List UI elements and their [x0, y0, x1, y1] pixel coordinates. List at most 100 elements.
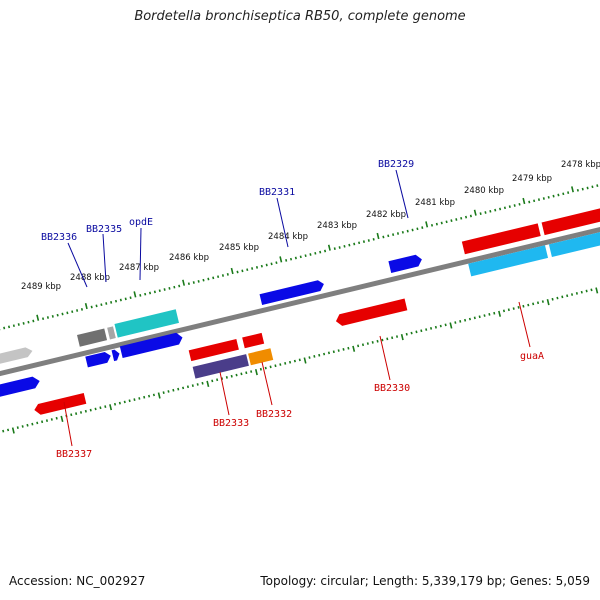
minor-tick: [84, 409, 87, 413]
minor-tick: [358, 241, 361, 245]
gene-cyan-right-1[interactable]: [468, 245, 549, 277]
minor-tick: [430, 223, 434, 227]
gene-label-bb2336[interactable]: BB2336: [41, 232, 77, 243]
scale-label: 2486 kbp: [169, 253, 209, 263]
minor-tick: [337, 349, 340, 352]
gene-label-bb2330[interactable]: BB2330: [374, 383, 410, 394]
minor-tick: [55, 416, 58, 420]
gene-label-guaa[interactable]: guaA: [520, 351, 544, 362]
minor-tick: [435, 222, 438, 226]
minor-tick: [468, 317, 472, 321]
minor-tick: [434, 325, 437, 329]
minor-tick: [36, 421, 39, 425]
scale-label: 2483 kbp: [317, 221, 357, 231]
minor-tick: [586, 186, 589, 190]
minor-tick: [17, 323, 20, 326]
minor-tick: [455, 218, 458, 221]
major-tick: [546, 299, 550, 306]
minor-tick: [319, 250, 322, 254]
minor-tick: [518, 202, 521, 206]
gene-bb2329[interactable]: [388, 254, 423, 273]
minor-tick: [61, 312, 64, 316]
gene-grey-left[interactable]: [0, 346, 34, 370]
gene-blue-left[interactable]: [0, 375, 41, 401]
gene-bb2333[interactable]: [192, 354, 249, 379]
major-tick: [157, 392, 161, 399]
gene-red-lower-mid[interactable]: [188, 338, 239, 362]
gene-label-bb2332[interactable]: BB2332: [256, 409, 292, 420]
minor-tick: [79, 411, 83, 414]
minor-tick: [353, 242, 356, 246]
minor-tick: [16, 426, 19, 429]
minor-tick: [410, 331, 413, 335]
minor-tick: [192, 281, 195, 284]
minor-tick: [522, 304, 525, 308]
gene-bb2332[interactable]: [248, 348, 274, 366]
minor-tick: [396, 232, 400, 235]
gene-blue-mid[interactable]: [119, 332, 184, 359]
minor-tick: [332, 350, 335, 354]
minor-tick: [196, 383, 199, 386]
minor-tick: [139, 293, 142, 297]
minor-tick: [533, 199, 536, 203]
gene-label-bb2331[interactable]: BB2331: [259, 187, 295, 198]
minor-tick: [551, 297, 554, 301]
minor-tick: [221, 274, 225, 277]
gene-red-upper-2[interactable]: [541, 206, 600, 236]
minor-tick: [148, 291, 152, 295]
minor-tick: [217, 275, 220, 279]
minor-tick: [499, 207, 502, 211]
gene-label-bb2329[interactable]: BB2329: [378, 159, 414, 170]
major-tick: [11, 427, 15, 434]
minor-tick: [357, 344, 360, 348]
gene-label-bb2337[interactable]: BB2337: [56, 449, 92, 460]
minor-tick: [80, 308, 84, 311]
minor-tick: [488, 313, 491, 316]
scale-label: 2478 kbp: [561, 160, 600, 170]
minor-tick: [348, 243, 351, 247]
minor-tick: [294, 256, 297, 260]
gene-blue-small-2[interactable]: [111, 349, 121, 362]
minor-tick: [260, 264, 263, 268]
minor-tick: [484, 211, 487, 214]
gene-label-bb2333[interactable]: BB2333: [213, 418, 249, 429]
minor-tick: [464, 215, 468, 219]
minor-tick: [513, 204, 516, 207]
gene-bb2336[interactable]: [77, 328, 108, 347]
gene-label-opde[interactable]: opdE: [129, 217, 153, 228]
minor-tick: [415, 330, 418, 334]
minor-tick: [250, 370, 253, 373]
gene-opde[interactable]: [114, 309, 179, 338]
major-tick: [595, 287, 599, 294]
minor-tick: [372, 237, 375, 241]
minor-tick: [557, 193, 560, 197]
minor-tick: [31, 422, 34, 426]
gene-red-lower-small[interactable]: [242, 332, 265, 349]
gene-bb2335[interactable]: [107, 326, 116, 340]
gene-red-upper-1[interactable]: [461, 223, 541, 255]
minor-tick: [202, 278, 205, 282]
gene-cyan-right-2[interactable]: [548, 229, 600, 258]
minor-tick: [133, 398, 136, 401]
gene-blue-small-1[interactable]: [85, 351, 112, 368]
minor-tick: [567, 191, 570, 194]
major-tick: [352, 345, 356, 352]
minor-tick: [575, 292, 578, 295]
scale-label: 2484 kbp: [268, 232, 308, 242]
minor-tick: [454, 321, 457, 324]
minor-tick: [71, 310, 74, 314]
gene-bb2330[interactable]: [335, 298, 408, 327]
gene-bb2337[interactable]: [33, 393, 87, 416]
minor-tick: [269, 365, 272, 369]
minor-tick: [508, 205, 511, 208]
minor-tick: [251, 267, 254, 270]
map-title: Bordetella bronchiseptica RB50, complete…: [134, 9, 466, 24]
minor-tick: [148, 394, 151, 398]
minor-tick: [162, 391, 165, 394]
minor-tick: [42, 317, 45, 321]
minor-tick: [94, 407, 97, 411]
gene-bb2331[interactable]: [259, 279, 326, 305]
minor-tick: [309, 253, 312, 256]
gene-label-bb2335[interactable]: BB2335: [86, 224, 122, 235]
major-tick: [327, 244, 331, 251]
